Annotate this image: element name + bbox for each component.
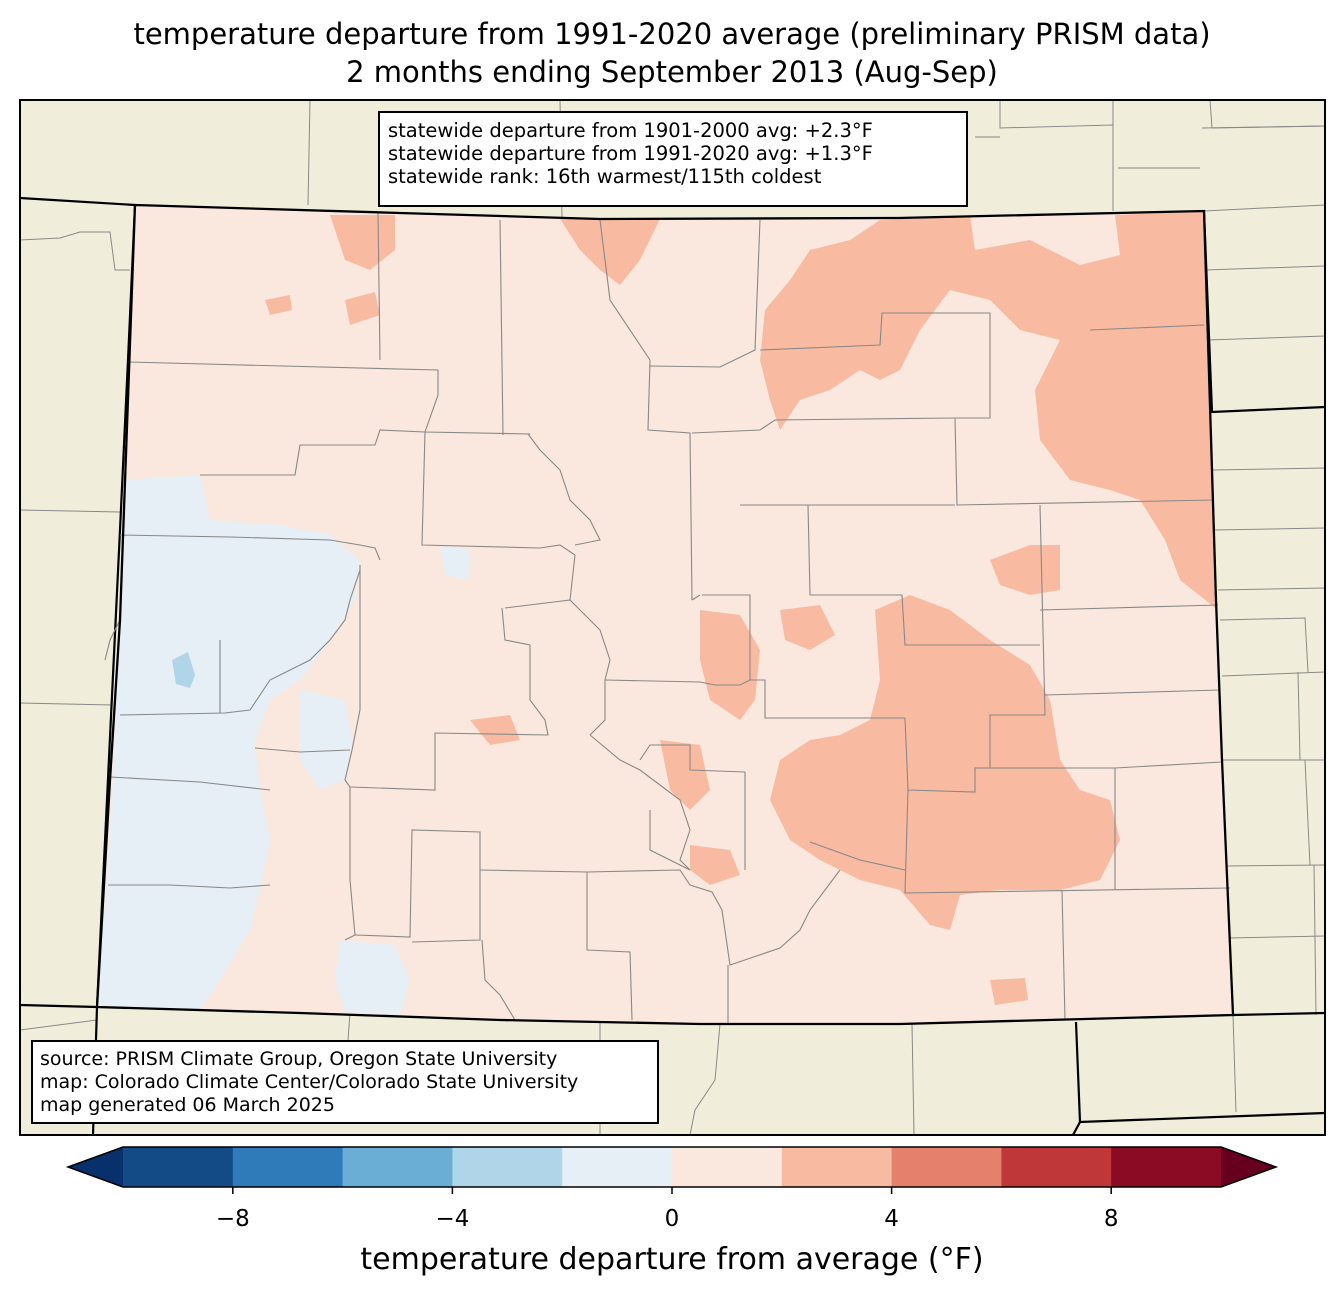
warm-region-patch-2	[780, 605, 835, 650]
warm-region-east-patch	[990, 545, 1060, 595]
colorbar-bin	[123, 1147, 234, 1187]
colorbar-tick-label: 8	[1103, 1206, 1119, 1232]
warm-region-patch-3	[690, 845, 740, 885]
warm-region-north-central	[560, 219, 660, 285]
anomaly-shading	[97, 211, 1218, 1015]
stat-departure-1901-2000: statewide departure from 1901-2000 avg: …	[388, 119, 873, 142]
colorbar-tick-label: 0	[664, 1206, 680, 1232]
warm-region-south	[660, 740, 710, 810]
colorbar-tick-label: −8	[215, 1206, 250, 1232]
source-line-3: map generated 06 March 2025	[40, 1094, 335, 1116]
colorbar-bin	[452, 1147, 563, 1187]
colorbar-tick-label: −4	[435, 1206, 470, 1232]
colorbar-label: temperature departure from average (°F)	[360, 1242, 984, 1277]
colorbar	[65, 1146, 1279, 1194]
warm-region-patch-5	[265, 295, 292, 315]
colorado-county-lines	[104, 212, 1231, 1024]
map-frame	[19, 99, 1326, 1136]
source-line-2: map: Colorado Climate Center/Colorado St…	[40, 1071, 579, 1093]
cool-region-west	[97, 475, 360, 1010]
source-line-1: source: PRISM Climate Group, Oregon Stat…	[40, 1048, 558, 1070]
colorbar-extend-low	[68, 1147, 123, 1187]
warm-region-southeast-patch	[990, 978, 1028, 1005]
colorbar-extend-high	[1221, 1147, 1276, 1187]
colorbar-bin	[672, 1147, 783, 1187]
warm-region-patch-6	[345, 292, 380, 325]
colorbar-bin	[891, 1147, 1002, 1187]
warm-region-patch-4	[470, 715, 520, 745]
stat-rank: statewide rank: 16th warmest/115th colde…	[388, 165, 822, 188]
colorbar-bin	[562, 1147, 673, 1187]
warm-region-east-central	[770, 595, 1120, 930]
cool-region-southwest	[335, 940, 410, 1015]
map-subtitle: 2 months ending September 2013 (Aug-Sep)	[346, 55, 998, 89]
stat-departure-1991-2020: statewide departure from 1991-2020 avg: …	[388, 142, 873, 165]
warm-region-front-range	[700, 610, 760, 720]
colorbar-outline	[65, 1146, 1279, 1188]
colorbar-tick-label: 4	[884, 1206, 899, 1232]
colorbar-bin	[1111, 1147, 1222, 1187]
colorbar-bin	[781, 1147, 893, 1187]
colorbar-bin	[1001, 1147, 1112, 1187]
statewide-stats-box: statewide departure from 1901-2000 avg: …	[378, 111, 968, 207]
cool-region-patch	[440, 545, 470, 580]
cool-region-west-mid	[300, 690, 352, 790]
cooler-spot	[172, 652, 195, 688]
source-box: source: PRISM Climate Group, Oregon Stat…	[31, 1040, 659, 1124]
colorado-border	[95, 203, 1235, 1026]
colorbar-bin	[342, 1147, 453, 1187]
map-title: temperature departure from 1991-2020 ave…	[133, 17, 1211, 51]
warm-region-northeast	[760, 211, 1218, 610]
neighbor-county-lines	[20, 100, 1325, 1135]
colorbar-bin	[232, 1147, 344, 1187]
